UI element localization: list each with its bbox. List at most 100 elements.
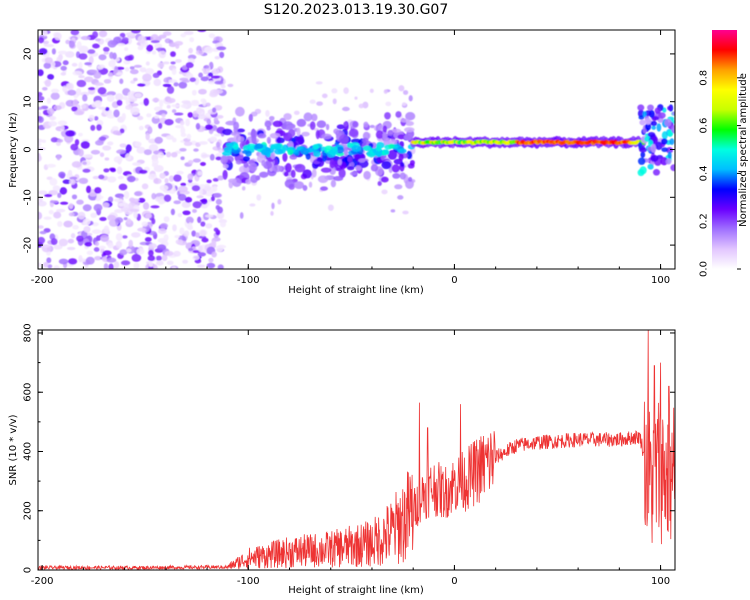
heatmap-cell bbox=[247, 132, 252, 136]
heatmap-cell bbox=[212, 185, 218, 193]
heatmap-cell bbox=[159, 172, 166, 179]
heatmap-cell bbox=[201, 154, 211, 158]
heatmap-cell bbox=[219, 221, 227, 228]
heatmap-cell bbox=[651, 135, 658, 145]
heatmap-cell bbox=[185, 118, 191, 127]
heatmap-cell bbox=[269, 132, 281, 139]
heatmap-cell bbox=[153, 115, 160, 119]
heatmap-cell bbox=[137, 115, 144, 121]
heatmap-cell bbox=[176, 170, 184, 175]
heatmap-cell bbox=[338, 134, 349, 145]
heatmap-cell bbox=[204, 185, 211, 192]
heatmap-cell bbox=[363, 170, 371, 180]
heatmap-cell bbox=[88, 114, 95, 122]
heatmap-cell bbox=[113, 109, 120, 118]
heatmap-cell bbox=[102, 250, 112, 256]
heatmap-cell bbox=[385, 101, 392, 107]
heatmap-cell bbox=[215, 205, 221, 210]
heatmap-cell bbox=[171, 109, 177, 114]
heatmap-cell bbox=[207, 80, 216, 85]
heatmap-cell bbox=[83, 226, 91, 233]
heatmap-cell bbox=[68, 40, 75, 48]
heatmap-cell bbox=[129, 208, 140, 213]
heatmap-cell bbox=[133, 210, 138, 219]
heatmap-cell bbox=[220, 155, 228, 165]
heatmap-cell bbox=[174, 59, 182, 63]
heatmap-cell bbox=[121, 235, 128, 239]
heatmap-cell bbox=[317, 175, 329, 183]
snr-series-line bbox=[38, 330, 675, 570]
heatmap-cell bbox=[115, 233, 123, 241]
heatmap-cell bbox=[665, 146, 674, 154]
heatmap-cell bbox=[260, 148, 270, 156]
heatmap-cell bbox=[47, 74, 55, 80]
heatmap-cell bbox=[661, 147, 669, 153]
heatmap-cell bbox=[78, 255, 83, 263]
heatmap-cell bbox=[72, 99, 79, 107]
heatmap-cell bbox=[138, 125, 144, 131]
heatmap-cell bbox=[76, 199, 84, 205]
heatmap-cell bbox=[282, 152, 288, 162]
heatmap-cell bbox=[126, 218, 132, 225]
heatmap-cell bbox=[139, 67, 147, 73]
heatmap-cell bbox=[65, 130, 75, 137]
heatmap-cell bbox=[193, 148, 199, 152]
heatmap-cell bbox=[300, 147, 310, 155]
heatmap-cell bbox=[133, 262, 140, 269]
heatmap-cell bbox=[398, 153, 404, 161]
y-tick-label: 200 bbox=[23, 501, 34, 520]
heatmap-cell bbox=[188, 247, 194, 252]
heatmap-cell bbox=[173, 82, 179, 87]
heatmap-cell bbox=[43, 216, 52, 220]
heatmap-cell bbox=[166, 104, 171, 109]
heatmap-cell bbox=[343, 121, 348, 127]
heatmap-cell bbox=[104, 107, 110, 112]
heatmap-cell bbox=[89, 69, 98, 74]
heatmap-cell bbox=[141, 183, 149, 190]
y-tick-label: 10 bbox=[23, 95, 34, 108]
heatmap-cell bbox=[191, 89, 197, 96]
heatmap-cell bbox=[162, 83, 172, 88]
heatmap-cell bbox=[148, 243, 157, 249]
heatmap-cell bbox=[56, 139, 64, 143]
heatmap-cell bbox=[167, 97, 176, 104]
heatmap-cell bbox=[38, 116, 44, 123]
heatmap-cell bbox=[189, 37, 195, 43]
heatmap-cell bbox=[136, 146, 146, 154]
heatmap-cell bbox=[153, 106, 163, 112]
heatmap-cell bbox=[197, 252, 207, 257]
heatmap-cell bbox=[103, 46, 110, 52]
heatmap-cell bbox=[201, 237, 209, 243]
colorbar-tick-label: 0.2 bbox=[699, 213, 710, 229]
heatmap-cell bbox=[49, 200, 59, 204]
heatmap-cell bbox=[58, 171, 66, 178]
heatmap-cell bbox=[180, 156, 185, 161]
heatmap-cell bbox=[47, 264, 53, 269]
heatmap-cell bbox=[397, 148, 407, 154]
heatmap-cell bbox=[405, 112, 416, 121]
heatmap-cell bbox=[639, 119, 646, 126]
heatmap-cell bbox=[98, 30, 108, 38]
heatmap-cell bbox=[398, 85, 405, 92]
heatmap-cell bbox=[57, 220, 63, 228]
heatmap-cell bbox=[227, 83, 234, 88]
x-tick-label: 100 bbox=[651, 275, 670, 286]
heatmap-cell bbox=[177, 212, 183, 218]
heatmap-cell bbox=[180, 104, 188, 109]
heatmap-cell bbox=[98, 54, 107, 61]
heatmap-cell bbox=[151, 158, 159, 166]
heatmap-cell bbox=[46, 257, 52, 264]
heatmap-cell bbox=[213, 227, 219, 232]
heatmap-cell bbox=[82, 218, 91, 226]
heatmap-cell bbox=[114, 217, 124, 224]
heatmap-cell bbox=[287, 128, 296, 138]
heatmap-cell bbox=[116, 99, 123, 106]
heatmap-cell bbox=[38, 138, 44, 143]
heatmap-cell bbox=[638, 115, 645, 120]
heatmap-cell bbox=[99, 152, 105, 158]
heatmap-cell bbox=[272, 120, 283, 128]
heatmap-cell bbox=[189, 77, 197, 82]
heatmap-cell bbox=[155, 255, 162, 261]
heatmap-cell bbox=[152, 72, 160, 79]
heatmap-cell bbox=[213, 117, 219, 123]
